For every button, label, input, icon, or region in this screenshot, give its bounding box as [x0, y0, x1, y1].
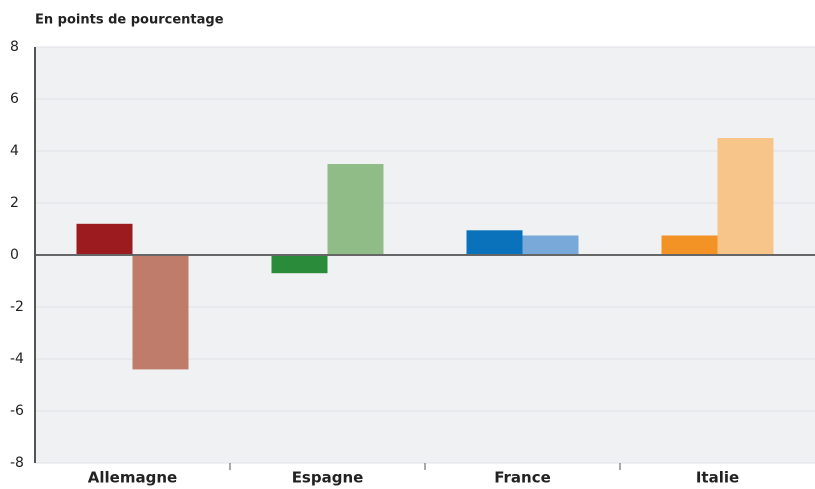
bar — [132, 255, 189, 370]
bar — [522, 235, 579, 255]
x-tick-label: France — [494, 469, 551, 487]
y-tick-label: 8 — [10, 39, 19, 55]
x-tick-label: Allemagne — [88, 469, 177, 487]
y-tick-label: -8 — [10, 455, 24, 471]
y-tick-label: -4 — [10, 351, 24, 367]
y-tick-label: -6 — [10, 403, 24, 419]
y-tick-label: 6 — [10, 91, 19, 107]
chart-title: En points de pourcentage — [35, 13, 224, 28]
bar — [661, 235, 718, 255]
y-tick-label: 4 — [10, 143, 19, 159]
x-tick-label: Espagne — [292, 469, 364, 487]
bar — [717, 138, 774, 255]
bar — [76, 223, 133, 255]
bar — [466, 230, 523, 255]
bar — [271, 255, 328, 274]
y-tick-label: -2 — [10, 299, 24, 315]
y-tick-label: 2 — [10, 195, 19, 211]
y-tick-label: 0 — [10, 247, 19, 263]
bar — [327, 164, 384, 255]
x-tick-label: Italie — [696, 469, 739, 487]
